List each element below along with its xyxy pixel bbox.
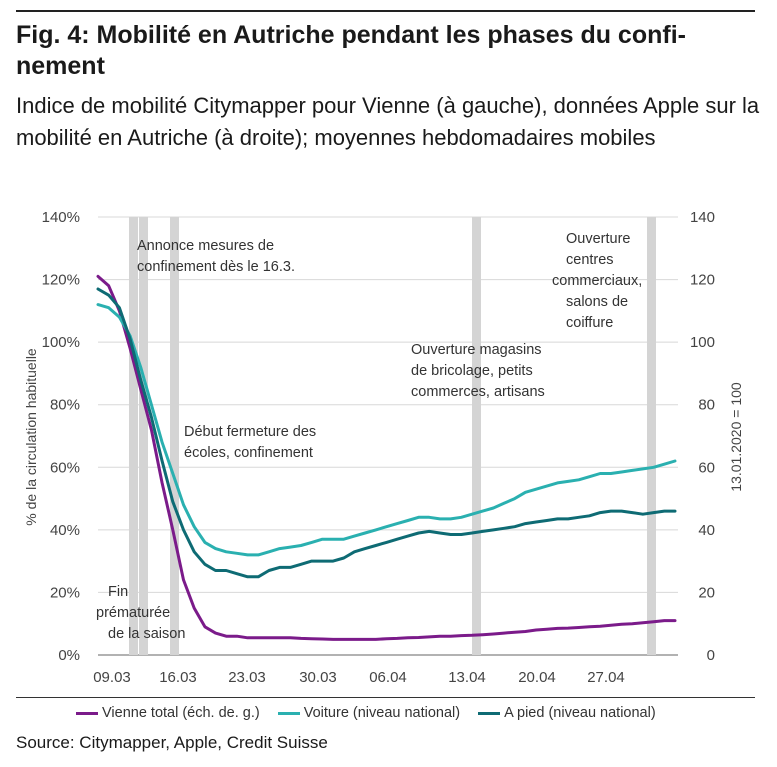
legend-swatch [478,711,501,715]
legend: Vienne total (éch. de. g.) Voiture (nivea… [76,705,656,721]
y-right-tick-label: 0 [707,647,715,664]
legend-swatch [277,711,300,715]
x-axis: 09.03 16.03 23.03 30.03 06.04 13.04 20.04 27.04 [93,669,625,686]
y-left-tick-label: 20% [50,584,80,601]
y-left-tick-label: 80% [50,397,80,414]
y-right-tick-label: 40 [698,522,715,539]
y-axis-right-title: 13.01.2020 = 100 [728,382,744,492]
legend-item: Vienne total (éch. de. g.) [76,705,260,721]
event-band [647,217,656,655]
x-tick-label: 20.04 [518,669,556,686]
series-line [96,287,677,579]
x-tick-label: 13.04 [448,669,486,686]
chart-subtitle: Indice de mobilité Citymapper pour Vienn… [16,93,760,150]
event-band [129,217,138,655]
event-bands [129,217,656,655]
annotation: Ouverture centres commerciaux, salons de coi… [552,231,642,331]
y-axis-left: 0% 20% 40% 60% 80% 100% 120% 140% [42,209,80,664]
x-tick-label: 09.03 [93,669,131,686]
legend-label: Voiture (niveau national) [303,705,461,721]
event-band [139,217,148,655]
x-tick-label: 06.04 [369,669,407,686]
x-tick-label: 16.03 [159,669,197,686]
event-band [472,217,481,655]
legend-item: A pied (niveau national) [478,705,656,721]
x-tick-label: 30.03 [299,669,337,686]
annotations: Annonce mesures de confinement dès le 16.… [96,231,642,642]
event-band [170,217,179,655]
y-right-tick-label: 60 [698,459,715,476]
chart-title: Fig. 4: Mobilité en Autriche pendant les… [16,21,686,80]
bottom-rule [16,697,755,698]
y-left-tick-label: 0% [58,647,80,664]
y-right-tick-label: 120 [690,272,715,289]
legend-label: Vienne total (éch. de. g.) [102,705,260,721]
y-left-tick-label: 40% [50,522,80,539]
y-left-tick-label: 140% [42,209,80,226]
x-tick-label: 27.04 [587,669,625,686]
annotation: Fin prématurée de la saison [96,584,185,642]
y-right-tick-label: 140 [690,209,715,226]
y-right-tick-label: 80 [698,397,715,414]
x-tick-label: 23.03 [228,669,266,686]
legend-item: Voiture (niveau national) [277,705,461,721]
y-right-tick-label: 20 [698,584,715,601]
annotation: Annonce mesures de confinement dès le 16.… [137,238,295,275]
source-note: Source: Citymapper, Apple, Credit Suisse [16,733,328,752]
y-left-tick-label: 120% [42,272,80,289]
chart-svg: Annonce mesures de confinement dès le 16.… [23,209,744,686]
legend-swatch [76,711,98,715]
y-left-tick-label: 60% [50,459,80,476]
grid-lines [98,216,678,656]
series-line [96,274,677,641]
annotation: Début fermeture des écoles, confinement [184,424,316,461]
y-right-tick-label: 100 [690,334,715,351]
y-axis-left-title: % de la circulation habituelle [23,348,39,526]
series-line [96,303,677,557]
y-axis-right: 0 20 40 60 80 100 120 140 [690,209,715,664]
top-rule [16,10,755,12]
y-left-tick-label: 100% [42,334,80,351]
annotation: Ouverture magasins de bricolage, petits co… [411,342,545,400]
legend-label: A pied (niveau national) [504,705,656,721]
series-lines [96,274,677,641]
